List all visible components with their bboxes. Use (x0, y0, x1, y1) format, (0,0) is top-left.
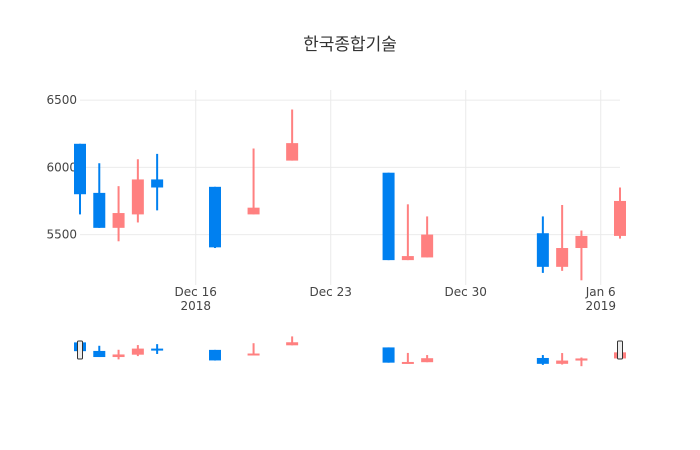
range-slider-right-handle[interactable] (617, 340, 623, 360)
candle-decreasing[interactable] (151, 153, 164, 211)
slider-candle (151, 344, 164, 354)
candle-body (209, 186, 221, 248)
x-tick-label: Dec 23 (310, 285, 352, 299)
x-tick-year-label: 2018 (180, 299, 211, 313)
candle-body (401, 256, 414, 261)
slider-candle (131, 345, 144, 357)
candle-decreasing[interactable] (209, 186, 221, 249)
range-slider[interactable] (74, 336, 626, 367)
candle-body (286, 143, 299, 161)
candle-body (614, 200, 626, 236)
candle-body (421, 234, 434, 258)
candle-increasing[interactable] (247, 148, 260, 215)
candle-increasing[interactable] (131, 159, 144, 223)
slider-candle-body (421, 358, 434, 363)
x-tick-label: Dec 30 (445, 285, 487, 299)
slider-candle-body (401, 361, 414, 364)
x-tick-label: Jan 6 (585, 285, 616, 299)
candle-decreasing[interactable] (93, 163, 106, 228)
x-tick-label: Dec 16 (175, 285, 217, 299)
slider-candle-body (112, 354, 125, 358)
slider-candle (209, 349, 221, 361)
slider-candle-body (556, 360, 569, 364)
slider-candle-body (247, 353, 260, 356)
slider-candle-body (286, 342, 299, 346)
slider-candle (286, 336, 299, 346)
candle-body (112, 213, 125, 228)
grid (80, 90, 620, 285)
slider-candle (93, 345, 106, 358)
candle-body (93, 192, 106, 228)
x-tick-year-label: 2019 (585, 299, 616, 313)
candle-increasing[interactable] (556, 204, 569, 271)
y-tick-label: 6500 (46, 93, 77, 107)
candle-increasing[interactable] (421, 216, 434, 258)
candle-increasing[interactable] (112, 186, 125, 242)
candle-decreasing[interactable] (382, 172, 395, 261)
candle-body (151, 179, 164, 188)
slider-candle-body (131, 348, 144, 355)
y-tick-label: 6000 (46, 160, 77, 174)
candle-increasing[interactable] (614, 187, 626, 239)
candle-body (382, 172, 395, 261)
slider-candle-body (382, 347, 395, 363)
slider-candle (575, 357, 588, 367)
candle-increasing[interactable] (286, 109, 299, 161)
slider-candle-body (151, 348, 164, 351)
candles[interactable] (74, 109, 626, 281)
slider-candle-body (575, 358, 588, 361)
slider-candle (536, 355, 549, 365)
candle-decreasing[interactable] (74, 143, 86, 215)
slider-candle (382, 347, 395, 363)
slider-candle (556, 353, 569, 365)
slider-candle (247, 343, 260, 356)
candle-increasing[interactable] (401, 204, 414, 261)
y-tick-label: 5500 (46, 228, 77, 242)
candle-body (247, 207, 260, 215)
range-slider-left-handle[interactable] (77, 340, 83, 360)
slider-candle (421, 355, 434, 363)
candle-decreasing[interactable] (536, 216, 549, 273)
candle-increasing[interactable] (575, 230, 588, 281)
slider-candle-body (536, 357, 549, 364)
slider-candle-body (209, 349, 221, 361)
candle-body (536, 233, 549, 267)
candle-body (131, 179, 144, 215)
slider-candle-body (93, 350, 106, 358)
candle-body (74, 143, 86, 195)
candle-body (575, 235, 588, 249)
slider-candle (112, 349, 125, 360)
chart-title: 한국종합기술 (303, 35, 397, 55)
candle-body (556, 248, 569, 267)
slider-candle (401, 352, 414, 364)
